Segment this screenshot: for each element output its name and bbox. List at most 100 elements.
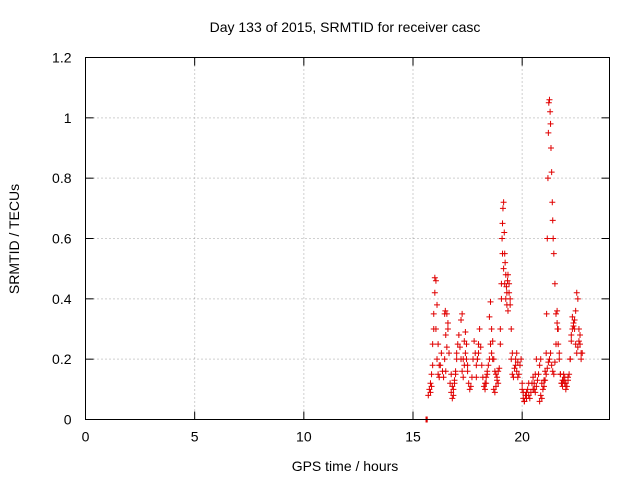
data-point (537, 392, 544, 399)
x-tick-label: 20 (514, 429, 530, 445)
plot-frame (85, 57, 610, 420)
data-point (451, 380, 458, 387)
data-point (556, 356, 563, 363)
data-point (467, 383, 474, 390)
data-point (487, 341, 494, 348)
data-point (430, 326, 437, 332)
data-point (428, 383, 435, 390)
data-point (553, 310, 560, 317)
data-point (541, 377, 547, 384)
data-point (521, 398, 528, 405)
data-point (492, 371, 499, 378)
data-point (514, 359, 521, 366)
data-point (487, 298, 494, 305)
data-point (546, 96, 553, 103)
data-point (460, 356, 467, 363)
data-point (453, 350, 460, 357)
data-point (579, 350, 586, 357)
data-point (434, 356, 441, 363)
data-point (544, 235, 551, 242)
data-point (565, 374, 572, 381)
data-point (500, 199, 507, 206)
y-tick-label: 0.6 (52, 231, 72, 247)
gridlines (85, 57, 610, 420)
data-point (504, 271, 511, 278)
data-point (495, 368, 502, 375)
data-point (461, 338, 468, 345)
data-point (444, 326, 451, 332)
data-point (456, 344, 463, 351)
data-point (575, 338, 582, 345)
data-point (518, 356, 525, 363)
data-point (491, 389, 498, 396)
data-point (567, 356, 574, 363)
data-point (454, 341, 461, 348)
data-point (548, 362, 555, 369)
data-point (429, 341, 436, 348)
data-point (572, 307, 579, 314)
data-point (519, 380, 526, 387)
data-point (554, 307, 561, 314)
data-point (443, 344, 450, 351)
y-tick-label: 0.2 (52, 351, 72, 367)
data-point (441, 310, 448, 317)
data-point (450, 392, 457, 399)
data-point (531, 380, 538, 387)
data-point (435, 341, 442, 348)
data-point (523, 395, 530, 402)
data-point (463, 341, 470, 348)
data-point (482, 380, 489, 387)
data-point (464, 362, 471, 369)
data-point (506, 289, 513, 296)
data-point (486, 313, 493, 320)
data-point (466, 386, 473, 393)
data-point (507, 301, 514, 308)
data-point (465, 380, 472, 387)
data-point (513, 350, 520, 357)
data-point (462, 350, 469, 357)
data-point (499, 220, 506, 227)
y-tick-label: 1.2 (52, 50, 72, 66)
data-point (578, 356, 585, 363)
data-point (464, 368, 471, 375)
data-point (549, 217, 556, 224)
data-point (441, 356, 448, 363)
data-point (571, 316, 578, 323)
data-point (512, 356, 519, 363)
data-point (477, 344, 484, 351)
data-point (501, 229, 508, 236)
data-point (428, 371, 435, 378)
data-point (482, 386, 489, 393)
data-point (442, 307, 449, 314)
data-point (484, 368, 491, 375)
data-point (547, 108, 554, 115)
data-point (543, 310, 550, 317)
data-point (538, 380, 545, 387)
data-point (573, 289, 580, 296)
data-point (508, 326, 515, 332)
data-point (560, 371, 567, 378)
data-point (442, 332, 449, 339)
data-point (550, 235, 557, 242)
data-point (507, 295, 514, 302)
data-point (426, 386, 433, 393)
data-point (499, 205, 506, 212)
data-point (568, 332, 575, 339)
data-point (549, 368, 556, 375)
data-point (575, 326, 582, 332)
data-point (551, 280, 558, 287)
data-point (431, 274, 438, 281)
data-point (425, 392, 432, 399)
data-point (442, 368, 449, 375)
data-point (545, 129, 552, 136)
data-point (533, 383, 540, 390)
data-point (555, 341, 562, 348)
data-point (462, 329, 469, 336)
data-point (519, 386, 526, 393)
data-point (554, 326, 561, 332)
data-point (474, 356, 481, 363)
data-point (455, 332, 462, 339)
data-point (432, 277, 439, 284)
data-point (499, 235, 506, 242)
